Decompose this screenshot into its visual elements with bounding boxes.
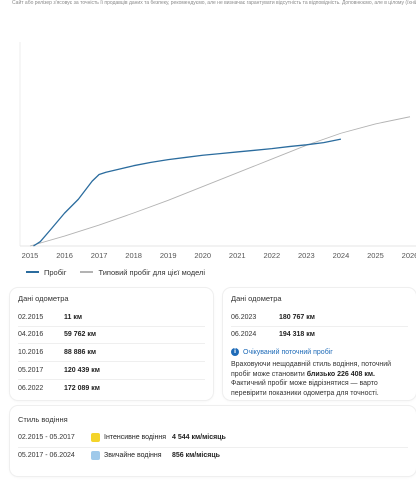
driving-style-row: 02.2015 - 05.2017 Інтенсивне водіння 4 5… [10,428,416,446]
odometer-value: 88 886 км [64,348,97,356]
x-tick-label: 2021 [229,251,246,260]
row-divider [18,343,205,344]
legend-label-mileage: Пробіг [44,267,67,277]
odometer-row: 06.2022 172 089 км [10,379,213,397]
driving-style-title: Стиль водіння [18,415,68,424]
odometer-value: 194 318 км [279,330,315,338]
odometer-value: 172 089 км [64,384,100,392]
expected-mileage-text: Враховуючи нещодавній стиль водіння, пот… [231,360,408,398]
x-tick-label: 2015 [22,251,39,260]
style-period: 05.2017 - 06.2024 [18,451,75,459]
odometer-value: 120 439 км [64,366,100,374]
expected-text-part2: Фактичний пробіг може відрізнятися — вар… [231,380,379,397]
expected-mileage-value: близько 226 408 км. [306,370,375,378]
style-rate: 856 км/місяць [172,451,220,459]
odometer-value: 180 767 км [279,313,315,321]
odometer-date: 06.2024 [231,330,257,338]
odometer-date: 02.2015 [18,313,44,321]
odometer-row: 02.2015 11 км [10,308,213,326]
x-tick-label: 2025 [367,251,384,260]
style-rate: 4 544 км/місяць [172,433,226,441]
odometer-row: 06.2023 180 767 км [223,308,416,326]
x-tick-label: 2020 [194,251,211,260]
x-tick-label: 2024 [333,251,350,260]
odometer-card-left: Дані одометра 02.2015 11 км 04.2016 59 7… [10,288,213,400]
series-line-typical [29,116,411,247]
x-tick-label: 2018 [125,251,142,260]
x-tick-label: 2017 [91,251,108,260]
series-line-mileage [33,138,342,247]
expected-mileage-title: Очікуваний поточний пробіг [243,348,333,356]
row-divider [18,361,205,362]
info-icon: i [231,348,239,356]
legend-swatch-typical [80,271,94,273]
driving-style-row: 05.2017 - 06.2024 Звичайне водіння 856 к… [10,446,416,464]
x-tick-label: 2022 [263,251,280,260]
odometer-row: 06.2024 194 318 км [223,325,416,343]
x-tick-label: 2023 [298,251,315,260]
style-color-swatch [91,432,100,442]
driving-style-card: Стиль водіння 02.2015 - 05.2017 Інтенсив… [10,406,416,476]
odometer-date: 10.2016 [18,348,44,356]
row-divider [18,447,408,448]
style-label: Звичайне водіння [104,451,162,459]
disclaimer-text: Сайт або релізер з'ясовує за точність її… [12,0,416,6]
mileage-chart: 2015 2016 2017 2018 2019 2020 2021 2022 2023 2024… [19,42,416,260]
x-tick-label: 2019 [160,251,177,260]
x-tick-label: 2026 [402,251,416,260]
legend-item-typical: Типовий пробіг для цієї моделі [80,268,205,277]
x-tick-label: 2016 [56,251,73,260]
style-label: Інтенсивне водіння [104,433,167,441]
odometer-value: 11 км [64,313,83,321]
odometer-row: 05.2017 120 439 км [10,361,213,379]
odometer-date: 06.2022 [18,384,44,392]
odometer-date: 05.2017 [18,366,44,374]
expected-text-part1: Враховуючи нещодавній стиль водіння, пот… [231,361,392,378]
row-divider [18,326,205,327]
odometer-row: 10.2016 88 886 км [10,343,213,361]
legend-label-typical: Типовий пробіг для цієї моделі [98,267,206,277]
row-divider [231,326,408,327]
style-period: 02.2015 - 05.2017 [18,433,75,441]
expected-mileage-header: i Очікуваний поточний пробіг [231,348,333,356]
legend-swatch-mileage [26,271,39,273]
odometer-date: 04.2016 [18,330,44,338]
odometer-value: 59 762 км [64,330,97,338]
odometer-title-right: Дані одометра [231,294,282,303]
row-divider [18,379,205,380]
legend-item-mileage: Пробіг [26,268,66,277]
odometer-card-right: Дані одометра 06.2023 180 767 км 06.2024… [223,288,416,400]
chart-legend: Пробіг Типовий пробіг для цієї моделі [26,266,219,278]
style-color-swatch [91,450,100,460]
odometer-row: 04.2016 59 762 км [10,325,213,343]
odometer-title-left: Дані одометра [18,294,69,303]
odometer-date: 06.2023 [231,313,257,321]
